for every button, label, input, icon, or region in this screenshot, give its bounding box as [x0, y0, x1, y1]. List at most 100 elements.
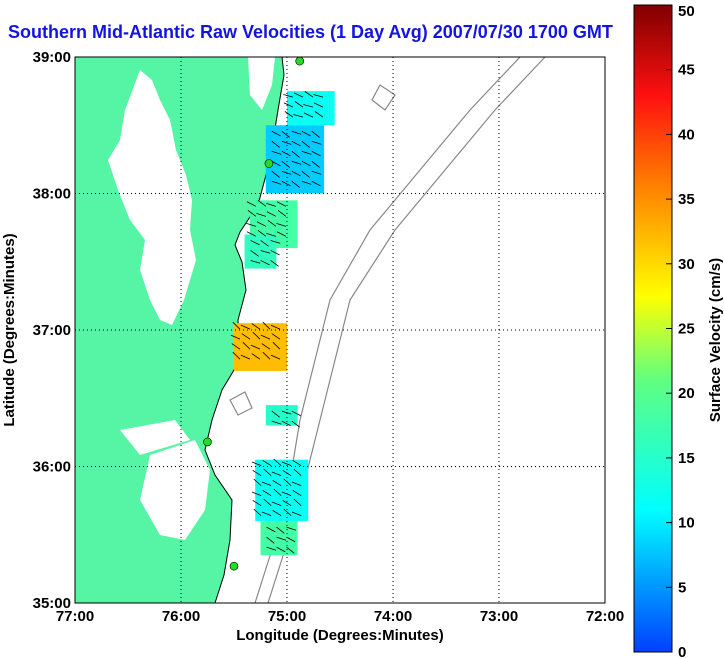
velocity-arrow [291, 481, 302, 487]
velocity-arrow [281, 170, 292, 175]
y-tick-label: 37:00 [33, 322, 71, 339]
velocity-arrow [276, 201, 287, 207]
velocity-arrow [240, 354, 251, 360]
y-axis-ticks: 39:00 38:00 37:00 36:00 35:00 [33, 49, 71, 612]
x-tick-label: 74:00 [374, 608, 412, 625]
velocity-arrow [266, 232, 277, 237]
velocity-arrow [311, 150, 321, 157]
velocity-arrow [266, 211, 277, 217]
velocity-arrow [271, 160, 281, 167]
x-tick-label: 75:00 [268, 608, 306, 625]
velocity-arrow [273, 458, 282, 466]
velocity-arrow [261, 343, 271, 350]
velocity-arrow [281, 410, 292, 415]
velocity-arrow [266, 202, 277, 207]
velocity-region [287, 91, 335, 126]
y-tick-label: 39:00 [33, 49, 71, 66]
velocity-arrow [231, 343, 241, 350]
colorbar-tick-label: 0 [678, 644, 686, 659]
map-grid [75, 57, 605, 603]
colorbar-tick-label: 45 [678, 62, 695, 79]
velocity-arrow [291, 150, 300, 158]
velocity-arrow [272, 510, 282, 517]
velocity-arrow [281, 150, 291, 157]
velocity-region [255, 459, 309, 522]
velocity-arrow [291, 511, 302, 517]
velocity-arrow [271, 471, 282, 477]
radar-stations [203, 57, 305, 571]
colorbar-tick-label: 10 [678, 515, 695, 532]
velocity-arrow [246, 231, 257, 237]
velocity-region [265, 405, 298, 426]
x-axis-ticks: 77:00 76:00 75:00 74:00 73:00 72:00 [56, 608, 624, 625]
colorbar-tick-label: 15 [678, 450, 695, 467]
velocity-arrow [251, 491, 262, 497]
colorbar-tick-label: 50 [678, 3, 695, 20]
velocity-arrow [291, 140, 301, 147]
velocity-arrow [311, 180, 321, 187]
velocity-arrow [271, 180, 282, 185]
velocity-arrow [281, 130, 290, 138]
velocity-arrow [260, 260, 270, 266]
velocity-arrow [276, 526, 285, 534]
velocity-arrow [266, 536, 275, 544]
y-tick-label: 38:00 [33, 186, 71, 203]
velocity-arrow [277, 209, 287, 217]
colorbar [633, 4, 673, 653]
velocity-arrow [294, 101, 304, 108]
colorbar-label: Surface Velocity (cm/s) [707, 258, 724, 422]
velocity-arrow [251, 353, 261, 360]
velocity-arrow [271, 130, 281, 137]
velocity-arrow [230, 334, 241, 340]
velocity-arrow [270, 324, 281, 330]
velocity-arrow [311, 140, 322, 145]
velocity-arrow [292, 490, 302, 497]
velocity-arrow [263, 498, 272, 506]
velocity-arrow [301, 130, 311, 137]
plot-frame [74, 56, 606, 604]
velocity-arrow [291, 160, 302, 165]
velocity-arrow [257, 199, 267, 207]
map-title: Southern Mid-Atlantic Raw Velocities (1 … [8, 22, 613, 42]
velocity-arrow [250, 250, 259, 257]
velocity-arrow [276, 546, 286, 553]
velocity-arrow [291, 410, 301, 417]
y-tick-label: 35:00 [33, 595, 71, 612]
velocity-arrow [293, 468, 302, 476]
velocity-arrow [271, 333, 281, 340]
velocity-arrow [301, 180, 312, 185]
y-axis-label: Latitude (Degrees:Minutes) [1, 233, 18, 426]
velocity-arrow [261, 481, 272, 487]
velocity-arrow [256, 221, 267, 227]
x-tick-label: 76:00 [162, 608, 200, 625]
velocity-arrow [311, 160, 320, 168]
velocity-arrow [311, 170, 322, 175]
radar-station-marker [264, 159, 274, 168]
velocity-arrow [262, 460, 272, 467]
velocity-arrow [281, 461, 292, 467]
velocity-arrow [291, 170, 301, 177]
colorbar-tick-label: 40 [678, 126, 695, 143]
y-tick-label: 36:00 [33, 459, 71, 476]
colorbar-tick-label: 20 [678, 385, 695, 402]
velocity-arrow [272, 341, 281, 350]
velocity-arrow [270, 260, 279, 267]
velocity-arrow [252, 331, 261, 340]
velocity-arrow [271, 150, 282, 155]
radar-station-marker [203, 437, 212, 447]
velocity-arrow [283, 94, 294, 98]
velocity-arrow [292, 460, 302, 467]
velocity-arrow [291, 180, 300, 188]
velocity-arrow [266, 546, 277, 551]
velocity-arrow [286, 546, 295, 554]
velocity-arrow [301, 160, 311, 167]
velocity-arrow [232, 321, 241, 330]
velocity-arrow [250, 240, 260, 246]
velocity-arrow [271, 140, 280, 148]
albemarle-sound [120, 420, 190, 455]
velocity-arrow [241, 333, 251, 340]
velocity-arrow [286, 536, 296, 543]
velocity-arrow [240, 324, 251, 330]
velocity-arrow [301, 170, 310, 178]
velocity-arrow [281, 420, 291, 427]
